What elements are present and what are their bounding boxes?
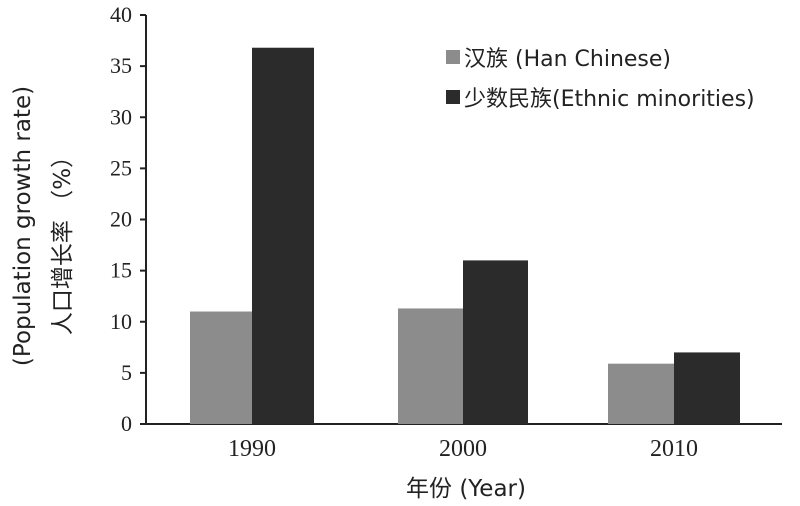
legend-swatch-minorities (446, 90, 460, 104)
legend-swatch-han (446, 50, 460, 64)
legend-label-han: 汉族 (Han Chinese) (464, 47, 671, 72)
y-tick-label-5: 5 (121, 360, 132, 385)
y-tick-label-30: 30 (110, 104, 132, 129)
y-tick-label-10: 10 (110, 309, 132, 334)
bars-group (190, 47, 740, 424)
x-tick-label-2010: 2010 (650, 436, 698, 462)
legend-label-minorities: 少数民族(Ethnic minorities) (464, 87, 755, 112)
y-tick-label-25: 25 (110, 155, 132, 180)
y-axis-title-en: (Population growth rate) (10, 86, 36, 366)
bar-1990-han (190, 311, 252, 424)
y-tick-label-40: 40 (110, 2, 132, 27)
bar-2000-minorities (463, 260, 528, 424)
legend: 汉族 (Han Chinese) 少数民族(Ethnic minorities) (446, 47, 755, 112)
bar-2010-han (608, 363, 674, 424)
x-tick-label-1990: 1990 (228, 436, 276, 462)
y-tick-label-35: 35 (110, 53, 132, 78)
y-axis-title-zh: 人口增长率 （%） (50, 145, 76, 335)
bar-2010-minorities (674, 352, 740, 424)
y-tick-label-0: 0 (121, 411, 132, 436)
y-tick-label-20: 20 (110, 207, 132, 232)
y-axis-ticks: 0 5 10 15 20 25 30 35 40 (110, 2, 146, 436)
y-tick-label-15: 15 (110, 258, 132, 283)
x-tick-label-2000: 2000 (439, 436, 487, 462)
bar-1990-minorities (252, 47, 314, 424)
x-axis-title: 年份 (Year) (406, 476, 526, 502)
bar-2000-han (398, 308, 463, 424)
x-axis-labels: 1990 2000 2010 (228, 436, 698, 462)
